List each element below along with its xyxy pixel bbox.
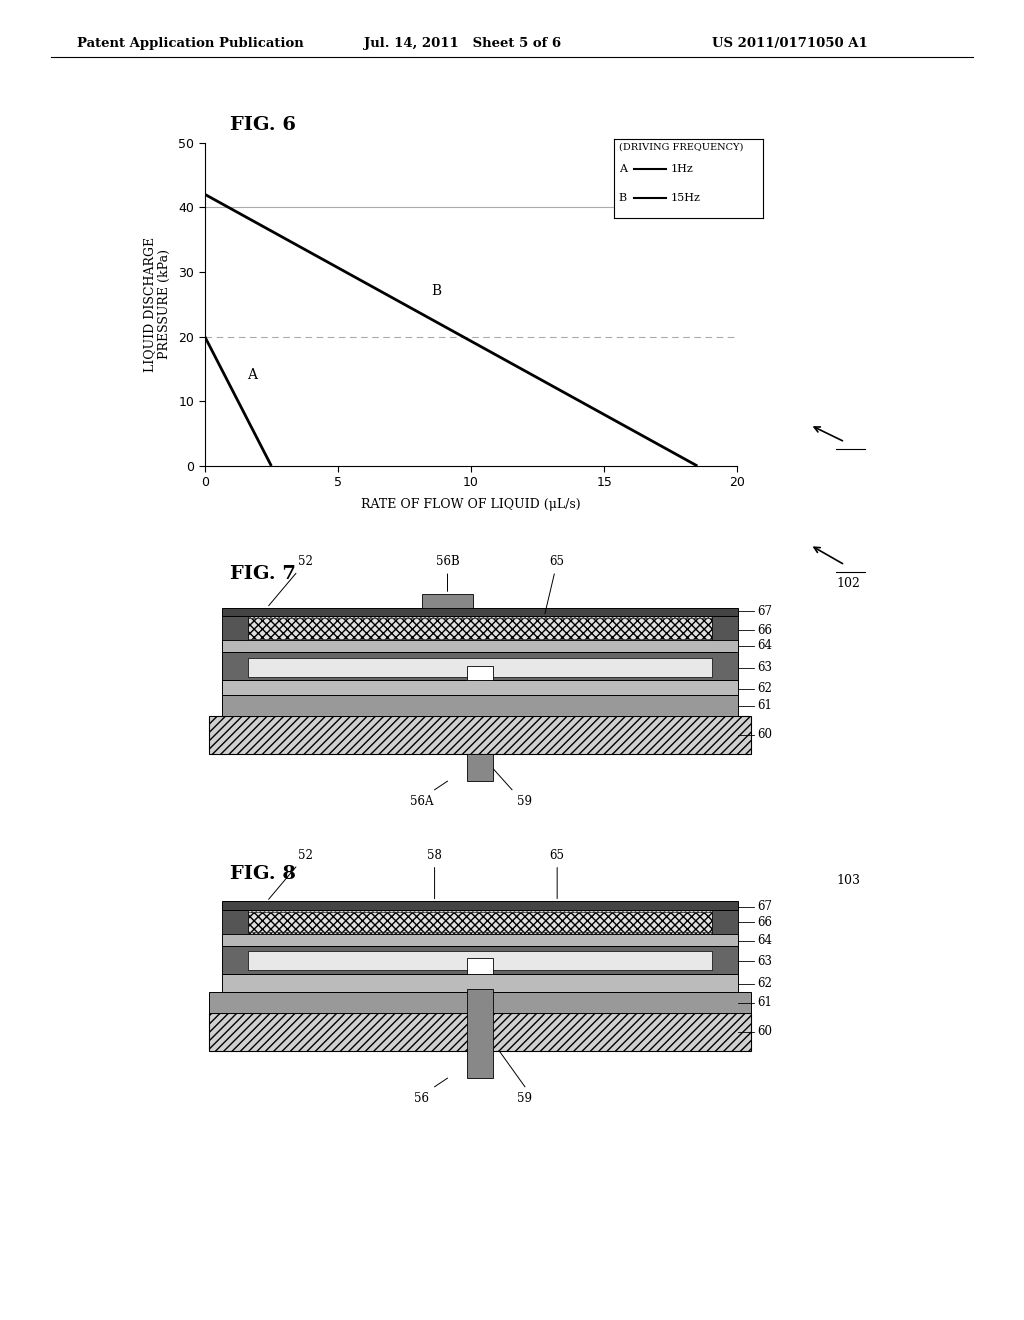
Text: B: B	[618, 193, 627, 203]
Bar	[221, 909, 737, 935]
Bar	[467, 754, 493, 781]
Bar	[221, 909, 248, 935]
Bar	[221, 902, 737, 909]
Text: 58: 58	[427, 849, 442, 899]
Text: 56A: 56A	[410, 795, 433, 808]
Text: 52: 52	[268, 556, 313, 606]
Bar	[422, 594, 473, 607]
Bar	[221, 607, 737, 616]
Bar	[467, 989, 493, 1078]
Bar	[248, 912, 712, 932]
Text: 62: 62	[757, 977, 772, 990]
Text: US 2011/0171050 A1: US 2011/0171050 A1	[712, 37, 867, 50]
Bar	[467, 667, 493, 680]
Text: 56: 56	[414, 1092, 429, 1105]
Bar	[248, 657, 712, 676]
Text: Patent Application Publication: Patent Application Publication	[77, 37, 303, 50]
Bar	[221, 616, 737, 640]
Bar	[221, 616, 248, 640]
Text: 65: 65	[545, 556, 564, 614]
Text: 63: 63	[757, 954, 772, 968]
Bar	[221, 974, 737, 993]
Text: 63: 63	[757, 661, 772, 675]
Bar	[221, 696, 737, 715]
Text: 66: 66	[757, 916, 772, 928]
Bar	[209, 993, 751, 1012]
Bar	[712, 909, 737, 935]
Text: 59: 59	[517, 1092, 532, 1105]
Text: 60: 60	[757, 1026, 772, 1039]
Text: 66: 66	[757, 623, 772, 636]
Text: 102: 102	[837, 577, 860, 590]
Text: 15Hz: 15Hz	[671, 193, 700, 203]
Text: 62: 62	[757, 682, 772, 696]
Text: A: A	[618, 164, 627, 174]
Text: 61: 61	[757, 997, 772, 1010]
Text: 64: 64	[757, 935, 772, 948]
Bar	[712, 616, 737, 640]
Text: 61: 61	[757, 700, 772, 713]
Bar	[221, 640, 737, 652]
Bar	[221, 652, 737, 680]
X-axis label: RATE OF FLOW OF LIQUID (μL/s): RATE OF FLOW OF LIQUID (μL/s)	[361, 498, 581, 511]
Bar	[248, 618, 712, 639]
Text: 103: 103	[837, 874, 860, 887]
Bar	[221, 935, 737, 946]
Bar	[221, 680, 737, 696]
Bar	[248, 952, 712, 970]
Y-axis label: LIQUID DISCHARGE
PRESSURE (kPa): LIQUID DISCHARGE PRESSURE (kPa)	[143, 236, 171, 372]
Text: 59: 59	[517, 795, 532, 808]
Text: A: A	[248, 368, 257, 381]
Text: 52: 52	[268, 849, 313, 899]
Text: FIG. 8: FIG. 8	[230, 865, 296, 883]
Text: 67: 67	[757, 900, 772, 913]
Bar	[209, 1012, 751, 1051]
Text: Jul. 14, 2011   Sheet 5 of 6: Jul. 14, 2011 Sheet 5 of 6	[364, 37, 561, 50]
Text: FIG. 6: FIG. 6	[230, 116, 296, 135]
Text: FIG. 7: FIG. 7	[230, 565, 296, 583]
Text: 56B: 56B	[435, 556, 460, 591]
Text: 64: 64	[757, 639, 772, 652]
Text: B: B	[431, 284, 441, 297]
Text: 67: 67	[757, 605, 772, 618]
Text: 60: 60	[757, 729, 772, 742]
Text: 65: 65	[550, 849, 564, 899]
Bar	[467, 958, 493, 974]
Bar	[209, 715, 751, 754]
Bar	[221, 946, 737, 974]
Text: (DRIVING FREQUENCY): (DRIVING FREQUENCY)	[618, 143, 743, 152]
Text: 1Hz: 1Hz	[671, 164, 693, 174]
